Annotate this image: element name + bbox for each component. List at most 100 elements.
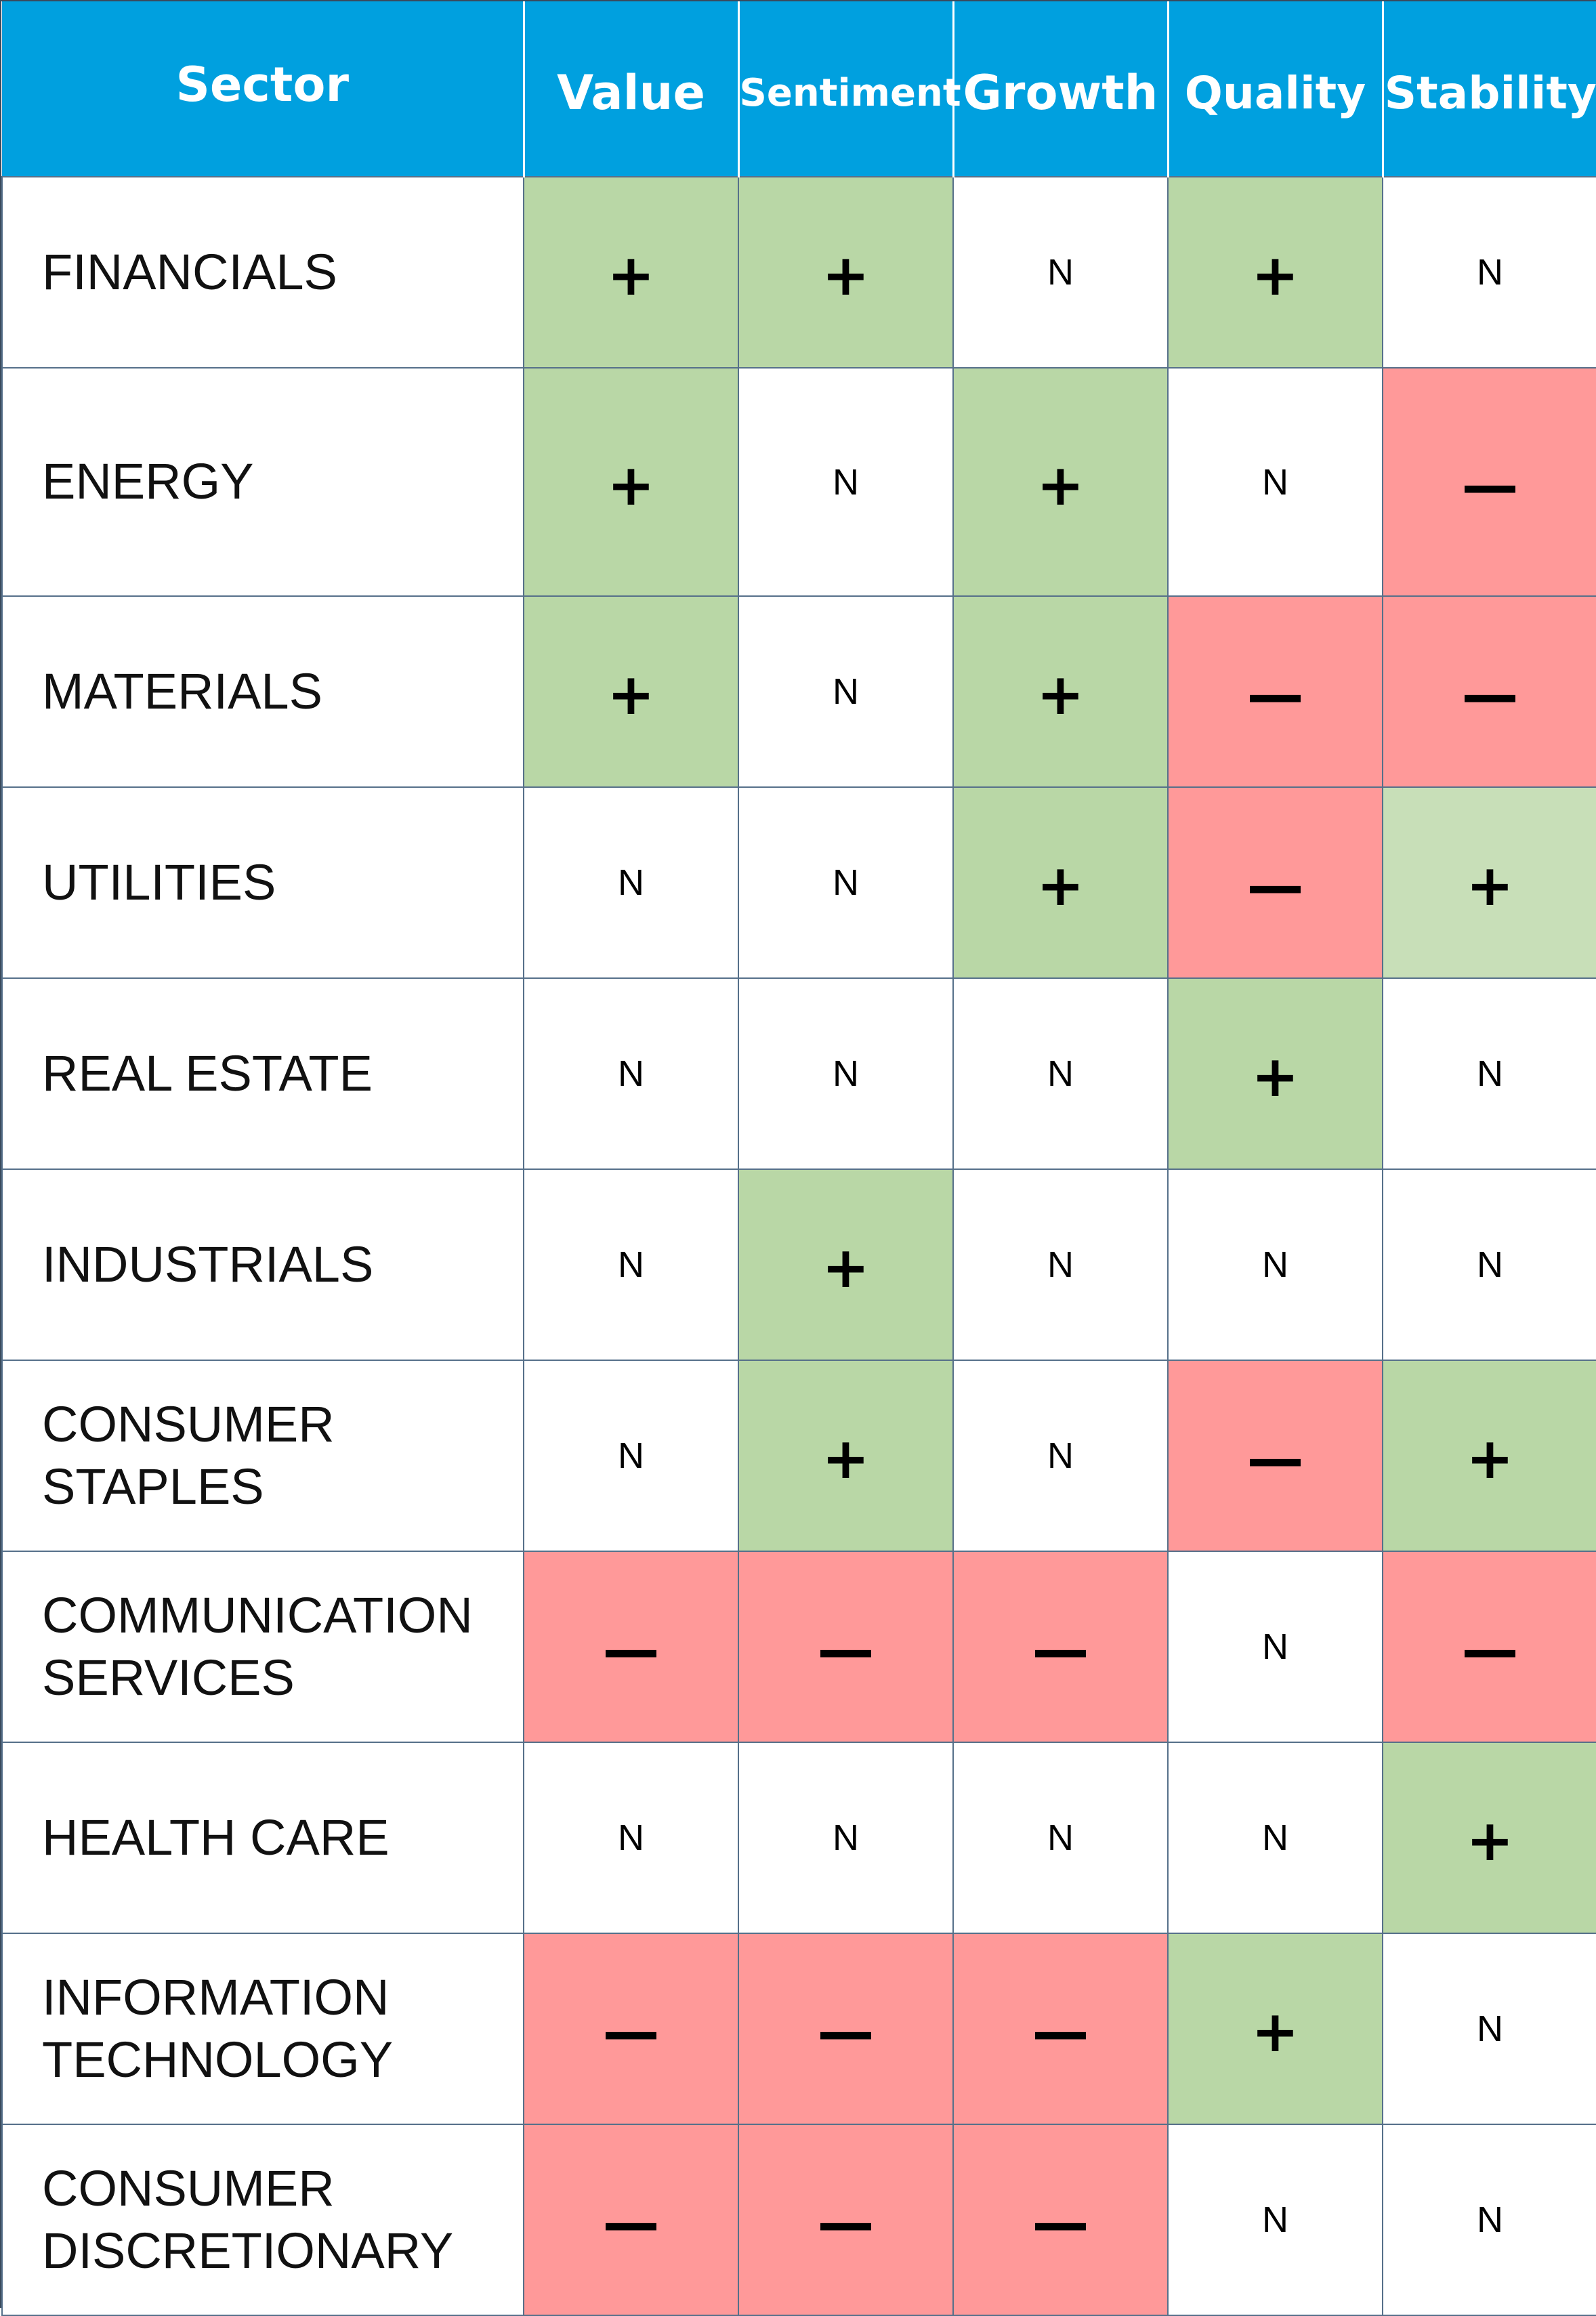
sector-label: CONSUMER STAPLES [1, 1360, 524, 1552]
cell-sentiment: — [738, 2124, 954, 2316]
minus-signal: — [1032, 1616, 1089, 1683]
sector-label: REAL ESTATE [1, 977, 524, 1170]
table-row: CONSUMER DISCRETIONARY — — — N N [1, 2124, 1596, 2316]
cell-quality: + [1167, 1933, 1383, 2125]
table-row: MATERIALS + N + — — [1, 595, 1596, 788]
cell-quality: — [1167, 1360, 1383, 1552]
cell-sentiment: + [738, 176, 954, 369]
cell-value: + [523, 176, 739, 369]
header-sector: Sector [2, 1, 524, 177]
minus-signal: — [1032, 1998, 1089, 2065]
minus-signal: — [817, 2189, 875, 2256]
table-row: HEALTH CARE N N N N + [1, 1742, 1596, 1934]
plus-signal: + [1036, 451, 1085, 518]
cell-value: N [523, 786, 739, 979]
sector-label: CONSUMER DISCRETIONARY [1, 2124, 524, 2316]
neutral-signal: N [1262, 2199, 1288, 2240]
cell-sentiment: N [738, 367, 954, 597]
cell-stability: — [1382, 595, 1596, 788]
neutral-signal: N [1262, 1817, 1288, 1858]
plus-signal: + [1466, 1807, 1514, 1874]
minus-signal: — [602, 1616, 660, 1683]
minus-signal: — [602, 2189, 660, 2256]
plus-signal: + [822, 1425, 870, 1492]
cell-growth: + [952, 786, 1169, 979]
plus-signal: + [607, 661, 655, 728]
cell-growth: — [952, 1551, 1169, 1743]
cell-stability: N [1382, 1168, 1596, 1361]
header-row: Sector Value Sentiment Growth Quality St… [2, 1, 1596, 177]
cell-value: — [523, 1933, 739, 2125]
plus-signal: + [607, 451, 655, 518]
neutral-signal: N [1262, 1244, 1288, 1285]
cell-quality: + [1167, 176, 1383, 369]
minus-signal: — [817, 1616, 875, 1683]
cell-stability: — [1382, 1551, 1596, 1743]
cell-value: N [523, 1742, 739, 1934]
plus-signal: + [1466, 852, 1514, 919]
cell-stability: N [1382, 176, 1596, 369]
cell-sentiment: + [738, 1360, 954, 1552]
neutral-signal: N [1477, 2199, 1503, 2240]
header-stability: Stability [1381, 1, 1596, 177]
cell-stability: + [1382, 786, 1596, 979]
cell-sentiment: N [738, 595, 954, 788]
plus-signal: + [1251, 1998, 1299, 2065]
header-growth: Growth [952, 1, 1168, 177]
cell-sentiment: — [738, 1551, 954, 1743]
cell-growth: N [952, 1742, 1169, 1934]
cell-sentiment: — [738, 1933, 954, 2125]
cell-stability: N [1382, 977, 1596, 1170]
sector-label: ENERGY [1, 367, 524, 597]
cell-stability: N [1382, 1933, 1596, 2125]
cell-stability: N [1382, 2124, 1596, 2316]
cell-value: — [523, 1551, 739, 1743]
neutral-signal: N [618, 1817, 644, 1858]
minus-signal: — [1461, 451, 1519, 518]
cell-sentiment: N [738, 786, 954, 979]
neutral-signal: N [833, 1817, 859, 1858]
sector-label: INDUSTRIALS [1, 1168, 524, 1361]
minus-signal: — [1246, 1425, 1304, 1492]
cell-sentiment: + [738, 1168, 954, 1361]
cell-growth: N [952, 977, 1169, 1170]
neutral-signal: N [1477, 1053, 1503, 1094]
plus-signal: + [1036, 661, 1085, 728]
header-sentiment: Sentiment [737, 1, 961, 177]
neutral-signal: N [1047, 1244, 1074, 1285]
header-quality: Quality [1167, 1, 1383, 177]
table-row: FINANCIALS + + N + N [1, 176, 1596, 369]
cell-quality: N [1167, 2124, 1383, 2316]
table-row: INDUSTRIALS N + N N N [1, 1168, 1596, 1361]
cell-value: + [523, 595, 739, 788]
minus-signal: — [1032, 2189, 1089, 2256]
neutral-signal: N [1047, 252, 1074, 293]
header-value: Value [522, 1, 738, 177]
cell-value: + [523, 367, 739, 597]
plus-signal: + [607, 242, 655, 308]
cell-value: — [523, 2124, 739, 2316]
cell-value: N [523, 1168, 739, 1361]
cell-quality: — [1167, 786, 1383, 979]
cell-growth: N [952, 1360, 1169, 1552]
neutral-signal: N [1262, 1626, 1288, 1667]
table-row: INFORMATION TECHNOLOGY — — — + N [1, 1933, 1596, 2125]
cell-stability: + [1382, 1742, 1596, 1934]
neutral-signal: N [1477, 1244, 1503, 1285]
plus-signal: + [1036, 852, 1085, 919]
sector-label: FINANCIALS [1, 176, 524, 369]
cell-quality: N [1167, 1551, 1383, 1743]
cell-growth: — [952, 1933, 1169, 2125]
sector-label: UTILITIES [1, 786, 524, 979]
plus-signal: + [822, 242, 870, 308]
cell-sentiment: N [738, 977, 954, 1170]
plus-signal: + [822, 1234, 870, 1301]
cell-growth: + [952, 367, 1169, 597]
table-row: ENERGY + N + N — [1, 367, 1596, 597]
neutral-signal: N [618, 1435, 644, 1476]
cell-growth: N [952, 176, 1169, 369]
cell-stability: + [1382, 1360, 1596, 1552]
cell-growth: — [952, 2124, 1169, 2316]
